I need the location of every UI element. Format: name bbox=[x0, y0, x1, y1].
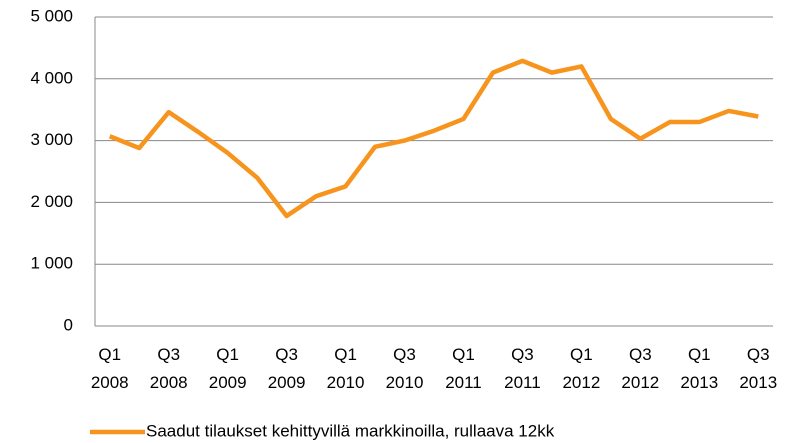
x-tick-label: Q3 2012 bbox=[621, 345, 659, 392]
x-tick-label: Q1 2008 bbox=[91, 345, 129, 392]
y-tick-label: 3 000 bbox=[30, 130, 73, 149]
y-tick-label: 1 000 bbox=[30, 254, 73, 273]
y-tick-label: 4 000 bbox=[30, 68, 73, 87]
x-tick-label: Q3 2013 bbox=[739, 345, 777, 392]
x-tick-label: Q3 2009 bbox=[268, 345, 306, 392]
legend-label: Saadut tilaukset kehittyvillä markkinoil… bbox=[146, 421, 555, 440]
x-tick-label: Q3 2008 bbox=[150, 345, 188, 392]
x-tick-label: Q1 2011 bbox=[445, 345, 482, 392]
x-tick-label: Q3 2011 bbox=[504, 345, 541, 392]
x-tick-label: Q1 2012 bbox=[562, 345, 600, 392]
line-series bbox=[108, 58, 759, 219]
x-tick-label: Q1 2010 bbox=[327, 345, 365, 392]
x-tick-label: Q3 2010 bbox=[386, 345, 424, 392]
y-tick-label: 5 000 bbox=[30, 6, 73, 25]
x-tick-label: Q1 2009 bbox=[209, 345, 247, 392]
y-tick-label: 0 bbox=[64, 315, 73, 334]
y-tick-label: 2 000 bbox=[30, 192, 73, 211]
x-tick-label: Q1 2013 bbox=[680, 345, 718, 392]
